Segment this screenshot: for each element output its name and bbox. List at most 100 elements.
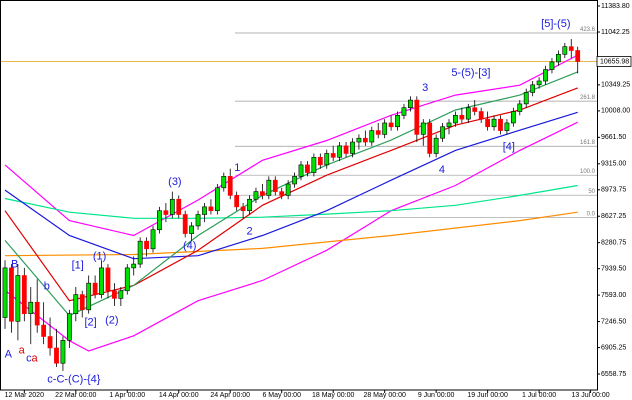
candle-body (86, 282, 92, 311)
candle-body (556, 54, 561, 63)
wave-label: 3 (422, 82, 428, 94)
candle-body (73, 294, 79, 314)
wave-label: A (5, 348, 13, 360)
candle-body (292, 176, 297, 185)
fib-label: 261.8 (580, 95, 596, 101)
wave-label: [5]-(5) (541, 18, 570, 30)
candle-body (453, 115, 458, 124)
wave-label: (4) (183, 240, 196, 252)
fib-label: 161.8 (580, 140, 596, 146)
candle-body (208, 206, 214, 211)
fib-label: 423.6 (580, 27, 596, 33)
candle-body (362, 137, 368, 143)
candle-body (459, 115, 465, 120)
candle-body (369, 130, 375, 143)
candle-body (530, 84, 536, 93)
candle-body (285, 183, 291, 196)
wave-label: 2 (246, 225, 252, 237)
y-tick-label: 7939.50 (601, 266, 626, 273)
candle-body (504, 122, 510, 131)
x-tick-label: 28 May 00:00 (363, 392, 406, 399)
candle-body (182, 214, 188, 234)
fib-label: 0.0 (587, 211, 596, 217)
candle-body (414, 99, 420, 135)
y-tick-label: 11383.80 (601, 3, 630, 10)
candle-body (279, 191, 285, 196)
indicator-line (4, 121, 578, 352)
candle-body (34, 301, 40, 326)
candle-body (401, 107, 407, 116)
candle-body (189, 225, 195, 234)
candle-body (260, 191, 265, 196)
candle-body (137, 240, 143, 265)
x-tick-label: 6 May 00:00 (262, 392, 301, 399)
candle-body (105, 267, 111, 292)
candle-body (408, 99, 413, 109)
candle-body (562, 46, 568, 55)
candle-body (575, 50, 581, 62)
candle-body (472, 107, 478, 112)
price-tag-label: 10655.98 (600, 58, 629, 65)
x-tick-label: 13 Jul 00:00 (571, 392, 609, 399)
y-tick-label: 9661.50 (601, 134, 626, 141)
candle-body (124, 267, 130, 292)
candle-body (395, 115, 400, 128)
candle-body (523, 92, 529, 105)
candle-body (543, 69, 548, 82)
candle-body (510, 111, 516, 124)
wave-label: [2] (84, 316, 96, 328)
x-tick-label: 9 Jun 00:00 (418, 392, 455, 399)
candle-body (375, 130, 381, 135)
wave-label: a (19, 344, 26, 356)
axes: 11383.80 11042.25 10349.25 10008.00 9661.50 9… (5, 3, 632, 399)
candle-body (253, 191, 259, 200)
candle-body (2, 267, 8, 318)
candle-body (305, 164, 310, 173)
wave-label: [4] (503, 141, 515, 153)
candle-body (298, 164, 304, 177)
candle-body (247, 198, 252, 211)
wave-label: c-C-(C)-{4} (47, 373, 100, 385)
candle-body (266, 179, 272, 196)
candle-body (330, 153, 336, 158)
candle-body (99, 267, 104, 295)
candle-body (112, 290, 117, 299)
price-tag-box (596, 56, 632, 67)
candle-body (272, 179, 278, 192)
candle-body (176, 198, 182, 215)
y-tick-label: 7593.00 (601, 292, 626, 299)
candle-body (21, 275, 27, 314)
wave-label: 5-(5)-[3] (451, 67, 490, 79)
candle-body (240, 206, 246, 211)
candle-body (420, 122, 426, 135)
plot-border (0, 0, 598, 391)
y-tick-label: 6558.75 (601, 371, 626, 378)
candle-body (131, 263, 137, 269)
candle-body (144, 240, 149, 250)
fib-label: 50 (588, 189, 595, 195)
candle-body (536, 80, 542, 86)
x-tick-label: 14 Apr 00:00 (159, 392, 199, 399)
candle-body (485, 118, 491, 128)
y-tick-label: 7246.50 (601, 318, 626, 325)
candle-body (202, 206, 207, 215)
candle-body (311, 156, 317, 173)
candle-body (568, 46, 574, 51)
x-tick-label: 22 Mar 00:00 (55, 392, 96, 399)
x-tick-label: 24 Apr 00:00 (210, 392, 250, 399)
candle-body (234, 195, 240, 208)
x-tick-label: 1 Jul 00:00 (522, 392, 556, 399)
y-tick-label: 9315.00 (601, 161, 626, 168)
indicator-line (4, 184, 578, 219)
candle-body (498, 118, 503, 131)
candle-body (465, 107, 471, 120)
candle-body (427, 122, 433, 154)
candle-body (478, 111, 484, 120)
fib-label: 100.0 (580, 169, 596, 175)
indicator-line (4, 54, 578, 237)
candle-body (221, 176, 227, 189)
candle-body (28, 301, 34, 314)
y-tick-label: 11042.25 (601, 29, 630, 36)
